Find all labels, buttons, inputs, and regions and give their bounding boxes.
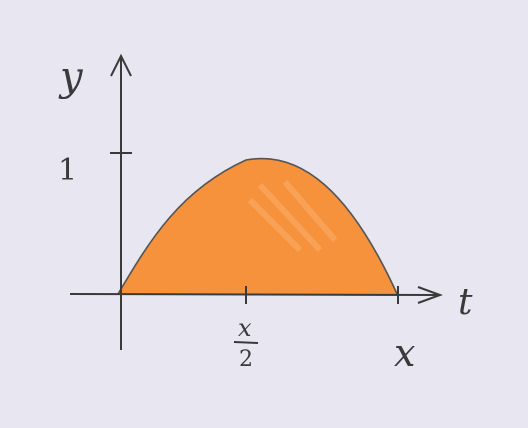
fill-highlight xyxy=(247,180,338,253)
y-axis-label: y xyxy=(58,54,84,100)
curve xyxy=(117,157,399,297)
x-mid-numerator: x xyxy=(238,314,252,342)
y-tick-label: 1 xyxy=(58,153,77,188)
t-axis-label: t xyxy=(458,282,473,323)
filled-region xyxy=(118,158,398,296)
x-mid-denominator: 2 xyxy=(239,347,253,372)
x-end-label: x xyxy=(394,331,415,375)
y-axis-arrow xyxy=(110,53,132,77)
t-axis xyxy=(69,293,439,296)
x-mid-fraction-bar xyxy=(233,341,259,344)
t-axis-arrow xyxy=(417,286,443,304)
